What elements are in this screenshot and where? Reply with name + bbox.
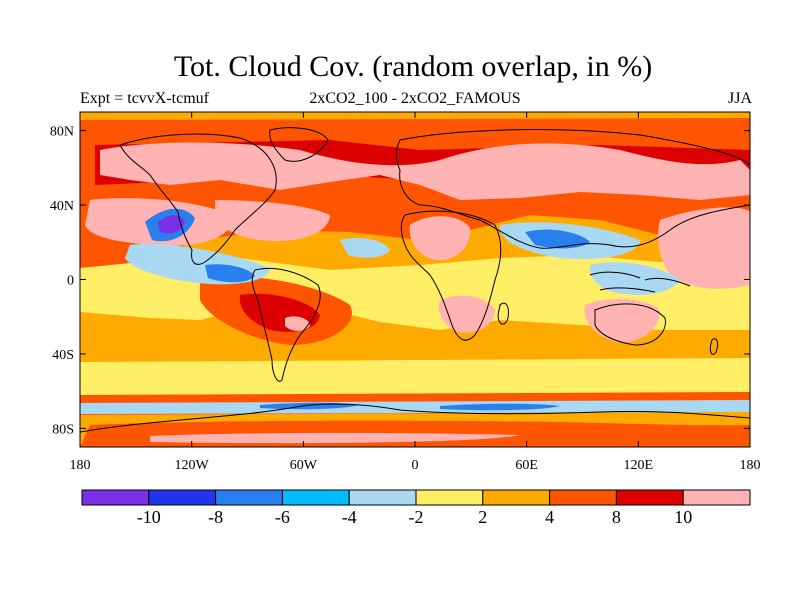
x-tick-label: 120W [175,458,210,473]
coast-south-america [251,267,321,382]
colorbar-swatch [682,489,751,506]
field-blue-southern-ocean [80,400,750,414]
coast-north-america [119,133,277,265]
x-tick-label: 180 [70,458,91,473]
field-pink-australia [584,298,660,343]
experiment-label: Expt = tcvvX-tcmuf [80,90,209,107]
colorbar-label: -4 [342,507,357,527]
colorbar-swatch [549,489,617,506]
map-field [80,112,750,447]
colorbar-swatch [215,489,283,506]
coast-antarctica [80,403,750,433]
x-tick-label: 120E [624,458,654,473]
coast-new-zealand [709,338,719,355]
field-blue-so-core [260,402,560,411]
y-tick-label: 40N [50,199,74,214]
field-blue-indian-core [525,229,590,249]
comparison-label: 2xCO2_100 - 2xCO2_FAMOUS [309,90,521,107]
coast-eurasia [395,129,750,249]
colorbar-label: -2 [409,507,424,527]
field-blue-indonesia [589,262,680,295]
field-pink-nh [100,142,750,200]
colorbar-swatch [348,489,417,506]
chart-title: Tot. Cloud Cov. (random overlap, in %) [173,50,653,83]
colorbar-label: 10 [674,507,692,527]
season-label: JJA [727,90,752,107]
field-pink-wpacific [658,207,750,289]
field-pink-atlantic [215,200,330,242]
colorbar-swatch [615,489,684,506]
field-pink-sahara [409,216,471,261]
colorbar-swatch [482,489,551,506]
field-pink-antarctic [150,432,520,444]
y-tick-label: 40S [52,348,74,363]
x-tick-label: 60E [515,458,538,473]
coast-africa [400,210,502,341]
x-tick-label: 60W [290,458,318,473]
colorbar-label: -6 [275,507,290,527]
colorbar-swatch [148,489,217,506]
colorbar-label: 2 [478,507,487,527]
y-tick-label: 80N [50,125,74,140]
field-yellow-sh [80,358,750,400]
y-tick-label: 0 [67,274,74,289]
x-tick-label: 0 [412,458,419,473]
field-blue-pacific-core [205,264,255,283]
x-tick-label: 180 [740,458,761,473]
coast-australia [594,303,666,346]
coastlines [80,127,750,433]
coast-indonesia [589,271,691,293]
colorbar-label: 8 [612,507,621,527]
axes: 80N 40N 0 40S 80S 180 120W 60W 0 60E 120E 180 [50,112,761,473]
field-blue-satl [340,238,390,258]
field-purple-npacific [158,215,185,234]
colorbar-swatch [81,489,150,506]
colorbar-swatch [281,489,350,506]
colorbar: -10 -8 -6 -4 -2 2 4 8 10 [81,489,751,527]
colorbar-swatch [415,489,484,506]
y-tick-label: 80S [52,422,74,437]
coast-greenland [269,127,329,162]
field-pink-brazil [285,316,310,331]
colorbar-label: -8 [208,507,223,527]
colorbar-label: -10 [137,507,161,527]
coast-madagascar [497,302,509,325]
colorbar-label: 4 [545,507,554,527]
